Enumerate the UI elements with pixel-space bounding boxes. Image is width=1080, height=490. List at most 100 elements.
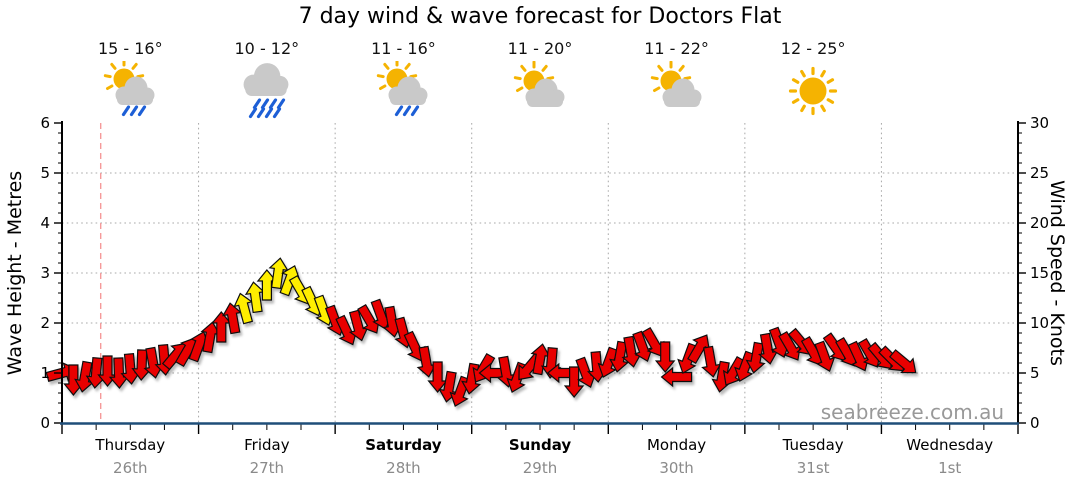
temp-range: 11 - 22° [644, 39, 709, 58]
temp-range: 11 - 16° [371, 39, 436, 58]
cloud-shape [115, 76, 155, 105]
day-label-saturday: Saturday [365, 436, 442, 454]
rain-drop [260, 98, 269, 110]
wind-arrow [745, 341, 766, 374]
wind-arrow [233, 292, 254, 325]
day-label-tuesday: Tuesday [782, 436, 844, 454]
sun-ray [826, 98, 835, 104]
sun-ray [650, 76, 659, 81]
sun-ray [377, 74, 386, 79]
rain-drop [411, 105, 420, 117]
date-label: 28th [386, 459, 421, 477]
left-axis-tick-label: 3 [40, 264, 50, 282]
right-axis-tick-label: 25 [1030, 164, 1049, 182]
date-label: 1st [938, 459, 962, 477]
weather-icon-partly-cloudy-rain [98, 58, 162, 123]
right-axis-tick-label: 15 [1030, 264, 1049, 282]
left-axis-tick-label: 4 [40, 214, 50, 232]
sun-ray [826, 78, 835, 84]
date-label: 31st [796, 459, 830, 477]
wind-arrow-series [45, 257, 917, 407]
weather-icon-sunny [781, 61, 845, 123]
wind-arrow [608, 340, 630, 373]
date-label: 30th [659, 459, 694, 477]
sun-ray [546, 76, 555, 81]
left-axis-tick-label: 5 [40, 164, 50, 182]
day-label-wednesday: Wednesday [906, 436, 994, 454]
sun-ray [800, 104, 807, 113]
right-axis-tick-label: 10 [1030, 314, 1049, 332]
sun-ray [792, 78, 800, 84]
wind-arrow [888, 349, 917, 374]
wind-arrow [814, 340, 836, 372]
sun-ray [110, 62, 117, 70]
sun-ray [383, 62, 390, 70]
wind-arrow [563, 366, 585, 398]
rain-drop [122, 105, 131, 117]
chart-title: 7 day wind & wave forecast for Doctors F… [298, 4, 782, 29]
sun-ray [820, 104, 827, 113]
temp-range: 10 - 12° [234, 39, 300, 58]
sun-ray [792, 98, 800, 104]
sun-disc [799, 77, 827, 105]
weather-icon-partly-cloudy-rain [371, 58, 435, 123]
sun-ray [513, 76, 522, 81]
cloud-shape [243, 63, 289, 96]
right-axis-tick-label: 0 [1030, 414, 1040, 432]
sun-ray [379, 84, 387, 90]
temp-range: 12 - 25° [780, 39, 846, 58]
weather-icon-partly-cloudy [645, 60, 709, 123]
day-label-sunday: Sunday [508, 436, 572, 454]
sun-ray [409, 74, 418, 79]
sun-ray [520, 64, 527, 72]
weather-icon-rain [235, 61, 299, 123]
sun-ray [678, 64, 685, 72]
sun-ray [652, 86, 660, 92]
sun-ray [404, 62, 412, 70]
sun-ray [656, 64, 664, 72]
sun-ray [682, 76, 691, 81]
right-axis-tick-label: 5 [1030, 364, 1040, 382]
temp-range: 11 - 20° [507, 39, 573, 58]
sun-ray [516, 86, 524, 92]
date-label: 29th [522, 459, 558, 477]
date-label: 27th [249, 459, 285, 477]
sun-ray [131, 62, 138, 70]
rain-drop [248, 107, 257, 119]
rain-drop [138, 105, 147, 117]
sun-ray [106, 84, 114, 90]
sun-ray [136, 74, 145, 79]
weather-icon-partly-cloudy [508, 60, 572, 123]
cloud-shape [662, 78, 702, 107]
rain-drop [252, 98, 261, 110]
date-label: 26th [113, 459, 148, 477]
cloud-shape [525, 78, 565, 107]
wind-arrow [734, 350, 756, 382]
rain-drop [256, 107, 265, 119]
rain-drop [268, 98, 277, 110]
left-axis-tick-label: 2 [40, 314, 50, 332]
sun-ray [104, 74, 112, 79]
day-label-thursday: Thursday [95, 436, 166, 454]
right-axis-tick-label: 30 [1030, 114, 1049, 132]
rain-drop [130, 105, 139, 117]
day-label-monday: Monday [646, 436, 707, 454]
sun-ray [800, 69, 806, 78]
rain-drop [403, 105, 412, 117]
left-axis-tick-label: 1 [40, 364, 50, 382]
temp-range: 15 - 16° [97, 39, 163, 58]
watermark: seabreeze.com.au [820, 400, 1004, 424]
wind-arrow [654, 341, 676, 373]
rain-drop [264, 107, 273, 119]
left-axis-tick-label: 0 [40, 414, 50, 432]
sun-ray [820, 69, 827, 78]
sun-ray [541, 64, 548, 72]
right-axis-tick-label: 20 [1030, 214, 1049, 232]
rain-drop [276, 98, 285, 110]
cloud-shape [388, 76, 428, 105]
wind-arrow [597, 346, 619, 378]
left-axis-tick-label: 6 [40, 114, 50, 132]
rain-drop [395, 105, 404, 117]
